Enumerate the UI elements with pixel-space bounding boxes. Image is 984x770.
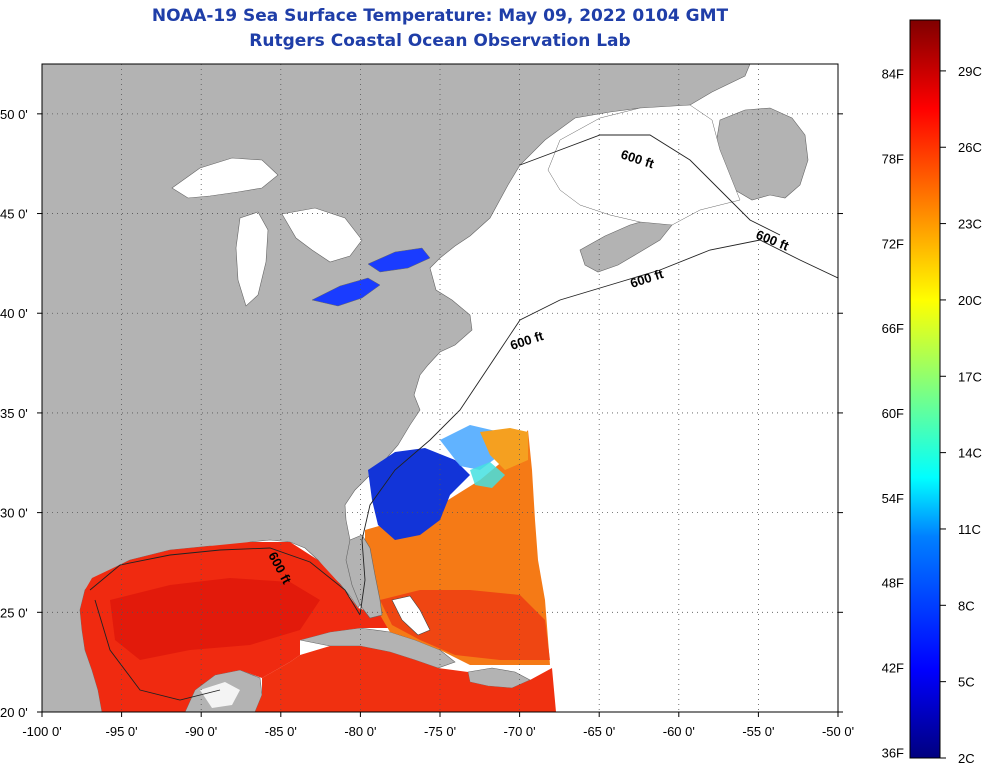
colorbar-label-f: 48F	[882, 576, 904, 591]
land-nova-scotia	[579, 217, 673, 273]
colorbar	[909, 19, 941, 759]
colorbar-label-c: 2C	[958, 751, 975, 766]
sst-yucatan-white	[200, 682, 240, 708]
colorbar-label-c: 17C	[958, 369, 982, 384]
lake-erie	[311, 277, 381, 307]
colorbar-label-c: 26C	[958, 140, 982, 155]
colorbar-label-f: 78F	[882, 152, 904, 167]
lon-tick-label: -50 0'	[822, 724, 854, 739]
lon-tick-label: -95 0'	[106, 724, 138, 739]
colorbar-label-f: 54F	[882, 491, 904, 506]
colorbar-label-c: 8C	[958, 598, 975, 613]
land-bahamas	[391, 595, 431, 636]
lon-tick-label: -70 0'	[504, 724, 536, 739]
colorbar-label-f: 84F	[882, 67, 904, 82]
colorbar-label-c: 5C	[958, 675, 975, 690]
lon-tick-label: -100 0'	[22, 724, 61, 739]
lon-tick-label: -75 0'	[424, 724, 456, 739]
sst-cold-band	[368, 448, 470, 540]
sst-atlantic-red	[380, 590, 550, 660]
sst-gulf-deep-red	[110, 578, 320, 660]
colorbar-label-c: 29C	[958, 64, 982, 79]
graticule	[42, 64, 838, 712]
map-axes: -100 0' -95 0' -90 0' -85 0' -80 0' -75 0' -70…	[0, 107, 854, 739]
lat-tick-label: 40 0'	[0, 306, 28, 321]
lat-tick-label: 30 0'	[0, 506, 28, 521]
lon-tick-label: -55 0'	[742, 724, 774, 739]
colorbar-label-c: 14C	[958, 446, 982, 461]
sst-warm-patch	[480, 428, 528, 470]
lat-tick-label: 20 0'	[0, 705, 28, 720]
lat-tick-label: 25 0'	[0, 605, 28, 620]
sst-cyan-patch	[470, 462, 505, 488]
lon-tick-label: -60 0'	[663, 724, 695, 739]
great-lakes	[171, 157, 363, 307]
colorbar-label-f: 60F	[882, 406, 904, 421]
lat-tick-label: 45 0'	[0, 207, 28, 222]
lon-tick-label: -65 0'	[583, 724, 615, 739]
sst-caribbean	[255, 646, 556, 712]
colorbar-label-c: 11C	[958, 522, 981, 537]
colorbar-label-c: 20C	[958, 293, 982, 308]
colorbar-label-c: 23C	[958, 217, 982, 232]
map-subtitle: Rutgers Coastal Ocean Observation Lab	[249, 31, 631, 51]
isobath-600ft	[89, 134, 838, 701]
lon-tick-label: -80 0'	[344, 724, 376, 739]
map-title: NOAA-19 Sea Surface Temperature: May 09,…	[151, 6, 729, 26]
lake-ontario	[367, 247, 431, 273]
colorbar-label-f: 36F	[882, 745, 904, 760]
lon-tick-label: -85 0'	[265, 724, 297, 739]
lat-tick-label: 50 0'	[0, 107, 28, 122]
land-florida	[345, 534, 383, 619]
colorbar-ticks: 36F 42F 48F 54F 60F 66F 72F 78F 84F 2C 5C 8C 11C 14C 1…	[882, 64, 982, 766]
gulf-of-st-lawrence	[547, 104, 741, 226]
lat-tick-label: 35 0'	[0, 406, 28, 421]
colorbar-label-f: 42F	[882, 661, 904, 676]
lon-tick-label: -90 0'	[185, 724, 217, 739]
colorbar-label-f: 72F	[882, 236, 904, 251]
colorbar-label-f: 66F	[882, 321, 904, 336]
